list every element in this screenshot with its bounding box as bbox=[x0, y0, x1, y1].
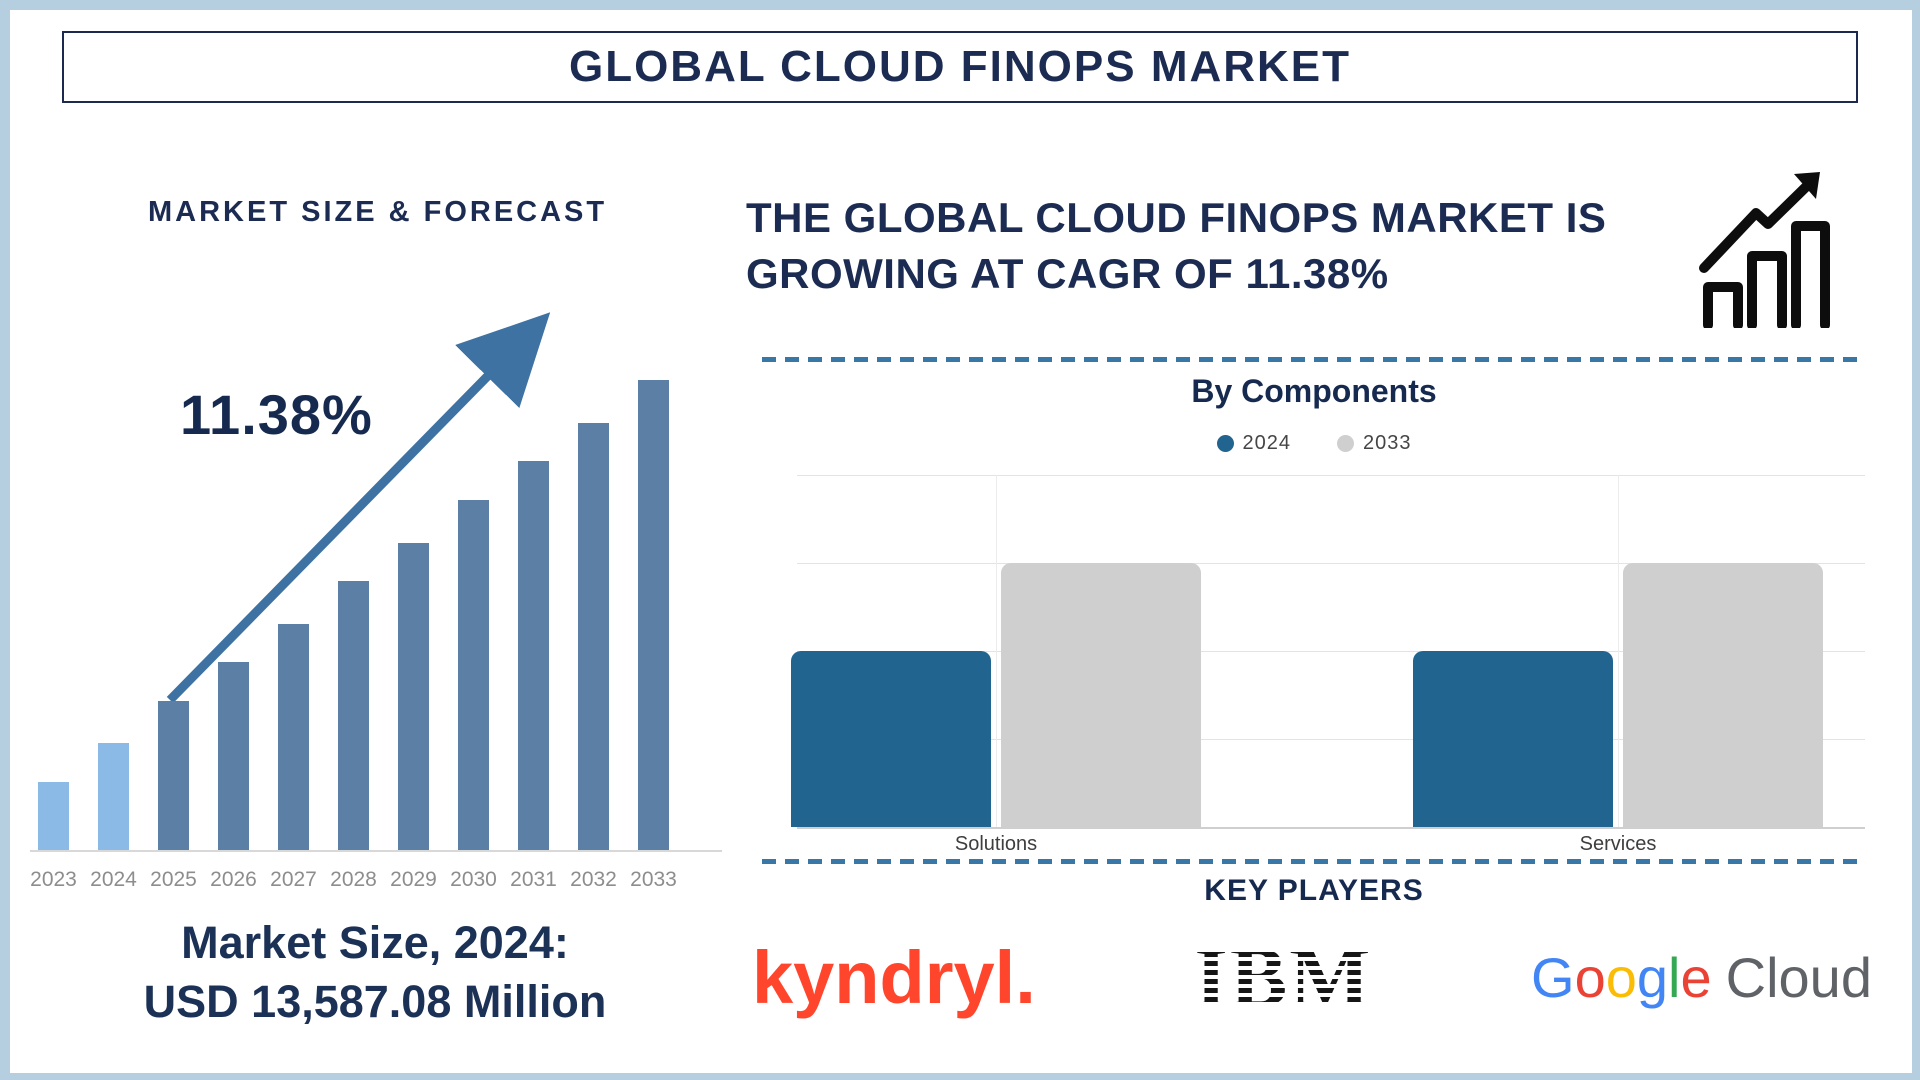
cagr-headline-line1: THE GLOBAL CLOUD FINOPS MARKET IS bbox=[746, 194, 1607, 241]
kyndryl-logo: kyndryl. bbox=[752, 935, 1036, 1019]
forecast-bar-2031 bbox=[518, 461, 549, 850]
forecast-bar-2025 bbox=[158, 701, 189, 850]
by-components-title: By Components bbox=[1191, 373, 1437, 409]
legend-dot-icon bbox=[1337, 435, 1354, 452]
year-label: 2032 bbox=[570, 868, 617, 891]
year-label: 2028 bbox=[330, 868, 377, 891]
forecast-bar-2032 bbox=[578, 423, 609, 850]
cagr-headline: THE GLOBAL CLOUD FINOPS MARKET IS GROWIN… bbox=[746, 190, 1676, 302]
legend-label: 2033 bbox=[1363, 432, 1412, 454]
google-letter: g bbox=[1636, 945, 1669, 1009]
legend-item-2024: 2024 bbox=[1216, 432, 1292, 455]
market-size-callout: Market Size, 2024: USD 13,587.08 Million bbox=[30, 913, 720, 1031]
components-bar-services-2033 bbox=[1623, 563, 1823, 827]
cloud-wordmark: Cloud bbox=[1725, 945, 1872, 1009]
gridline bbox=[797, 475, 1865, 476]
forecast-bar-2027 bbox=[278, 624, 309, 850]
forecast-bar-2030 bbox=[458, 500, 489, 850]
forecast-bar-2023 bbox=[38, 782, 69, 850]
category-center-line bbox=[996, 475, 997, 827]
dashed-divider-top bbox=[762, 357, 1866, 362]
google-letter: e bbox=[1680, 945, 1712, 1009]
components-bar-solutions-2024 bbox=[791, 651, 991, 827]
forecast-bar-2033 bbox=[638, 380, 669, 850]
google-letter: l bbox=[1668, 945, 1681, 1009]
legend-label: 2024 bbox=[1242, 432, 1291, 454]
dashed-divider-bottom bbox=[762, 859, 1866, 864]
google-letter: G bbox=[1531, 945, 1575, 1009]
google-wordmark: Google bbox=[1531, 946, 1712, 1009]
google-letter: o bbox=[1574, 945, 1606, 1009]
year-label: 2026 bbox=[210, 868, 257, 891]
legend-dot-icon bbox=[1216, 435, 1234, 452]
cagr-headline-line2: GROWING AT CAGR OF 11.38% bbox=[746, 250, 1389, 297]
category-center-line bbox=[1618, 475, 1619, 827]
forecast-bar-2024 bbox=[98, 743, 129, 850]
year-label: 2031 bbox=[510, 868, 557, 891]
year-label: 2033 bbox=[630, 868, 677, 891]
components-bar-solutions-2033 bbox=[1001, 563, 1201, 827]
gridline bbox=[797, 651, 1865, 652]
title-box: GLOBAL CLOUD FINOPS MARKET bbox=[62, 31, 1858, 103]
ibm-logo: IBM bbox=[1194, 929, 1373, 1025]
growth-chart-icon bbox=[1699, 172, 1830, 328]
key-players-title: KEY PLAYERS bbox=[1204, 874, 1424, 907]
x-axis-line bbox=[30, 850, 722, 852]
year-label: 2029 bbox=[390, 868, 437, 891]
year-label: 2027 bbox=[270, 868, 317, 891]
forecast-bar-2029 bbox=[398, 543, 429, 850]
market-size-line2: USD 13,587.08 Million bbox=[143, 976, 607, 1027]
forecast-bar-2026 bbox=[218, 662, 249, 850]
forecast-chart: 11.38% bbox=[30, 300, 722, 852]
gridline bbox=[797, 739, 1865, 740]
year-label: 2023 bbox=[30, 868, 77, 891]
year-label: 2024 bbox=[90, 868, 137, 891]
google-cloud-logo: Google Cloud bbox=[1531, 945, 1872, 1010]
key-players-logos: kyndryl. IBM Google Cloud bbox=[752, 922, 1872, 1032]
category-label-services: Services bbox=[1579, 833, 1657, 855]
infographic-canvas: GLOBAL CLOUD FINOPS MARKET MARKET SIZE &… bbox=[10, 10, 1912, 1073]
cagr-value-label: 11.38% bbox=[180, 383, 373, 446]
x-axis-line bbox=[797, 827, 1865, 829]
components-bar-services-2024 bbox=[1413, 651, 1613, 827]
gridline bbox=[797, 563, 1865, 564]
components-legend: 2024 2033 bbox=[762, 432, 1866, 455]
components-chart: Solutions Services bbox=[791, 470, 1865, 862]
category-label-solutions: Solutions bbox=[954, 833, 1038, 855]
year-label: 2030 bbox=[450, 868, 497, 891]
trend-arrow-icon bbox=[166, 312, 551, 704]
legend-item-2033: 2033 bbox=[1337, 432, 1412, 455]
forecast-bar-2028 bbox=[338, 581, 369, 850]
google-letter: o bbox=[1605, 945, 1637, 1009]
market-size-line1: Market Size, 2024: bbox=[181, 917, 569, 968]
market-size-forecast-heading: MARKET SIZE & FORECAST bbox=[148, 196, 608, 228]
year-label: 2025 bbox=[150, 868, 197, 891]
year-axis-labels: 2023 2024 2025 2026 2027 2028 2029 2030 2031 2032… bbox=[30, 868, 720, 896]
page-title: GLOBAL CLOUD FINOPS MARKET bbox=[568, 42, 1352, 91]
